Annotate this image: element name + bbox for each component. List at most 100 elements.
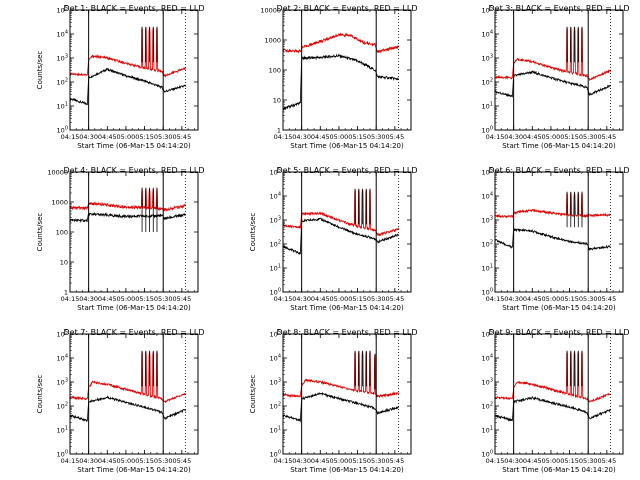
y-tick-label: 103	[57, 54, 68, 63]
plot-frame	[282, 333, 412, 455]
x-tick-label: 04:15	[274, 457, 293, 465]
y-tick-label: 1000	[51, 199, 68, 207]
y-tick-label: 102	[482, 402, 493, 411]
y-tick-label: 100	[57, 450, 68, 459]
x-axis-label: Start Time (06-Mar-15 04:14:20)	[502, 142, 616, 150]
panel-7-data	[70, 350, 186, 422]
panel-1-data	[70, 26, 186, 106]
y-tick-label: 101	[270, 426, 281, 435]
y-tick-label: 10000	[260, 7, 281, 15]
x-tick-label: 04:30	[79, 457, 98, 465]
series-lld-line	[495, 26, 611, 82]
panel-title: Det 8: BLACK = Events, RED = LLD	[277, 328, 418, 337]
y-tick-label: 1	[277, 127, 281, 135]
y-tick-label: 102	[270, 240, 281, 249]
y-tick-label: 103	[270, 378, 281, 387]
panel-title: Det 1: BLACK = Events, RED = LLD	[64, 4, 205, 13]
y-tick-label: 105	[482, 168, 493, 177]
x-tick-label: 04:45	[311, 457, 330, 465]
x-tick-label: 05:00	[542, 457, 561, 465]
x-tick-label: 04:45	[523, 295, 542, 303]
x-tick-label: 04:30	[504, 457, 523, 465]
y-tick-label: 103	[482, 378, 493, 387]
x-axis-label: Start Time (06-Mar-15 04:14:20)	[502, 304, 616, 312]
y-tick-label: 104	[482, 354, 493, 363]
y-tick-label: 101	[57, 426, 68, 435]
x-tick-label: 05:45	[172, 295, 191, 303]
panel-5: 04:15 04:30 04:45 05:00 05:15 05:30 05:45 100 10…	[249, 166, 417, 312]
y-tick-label: 101	[482, 264, 493, 273]
y-tick-label: 10	[60, 259, 68, 267]
panel-4: 04:15 04:30 04:45 05:00 05:15 05:30 05:45 1 10 10…	[36, 166, 204, 312]
panel-4-data	[70, 187, 186, 232]
x-tick-label: 04:45	[98, 295, 117, 303]
panel-8: 04:15 04:30 04:45 05:00 05:15 05:30 05:45 100 10…	[249, 328, 417, 474]
y-tick-label: 10000	[47, 169, 68, 177]
panel-title: Det 7: BLACK = Events, RED = LLD	[64, 328, 205, 337]
y-tick-label: 104	[57, 30, 68, 39]
panel-9-data	[495, 350, 611, 422]
y-axis-label: Counts/sec	[36, 51, 44, 90]
y-tick-label: 101	[482, 102, 493, 111]
plot-frame	[69, 9, 199, 131]
x-tick-label: 05:45	[172, 457, 191, 465]
series-events-line	[283, 53, 399, 111]
x-tick-label: 05:00	[542, 295, 561, 303]
panel-7: 04:15 04:30 04:45 05:00 05:15 05:30 05:45 100 10…	[36, 328, 204, 474]
y-axis-label: Counts/sec	[36, 375, 44, 414]
panel-5-data	[283, 188, 399, 256]
y-tick-label: 101	[270, 264, 281, 273]
series-lld-line	[283, 188, 399, 237]
x-tick-label: 05:00	[330, 133, 349, 141]
panel-1: 04:15 04:30 04:45 05:00 05:15 05:30 05:45 100 10…	[36, 4, 204, 150]
plot-frame	[282, 171, 412, 293]
x-tick-label: 05:45	[597, 133, 616, 141]
y-tick-label: 1000	[264, 37, 281, 45]
series-events-line	[70, 67, 186, 106]
series-events-line	[70, 211, 186, 223]
x-tick-label: 04:30	[504, 133, 523, 141]
x-axis-label: Start Time (06-Mar-15 04:14:20)	[502, 466, 616, 474]
series-events-line	[495, 70, 611, 98]
y-tick-label: 100	[57, 126, 68, 135]
x-tick-label: 04:30	[504, 295, 523, 303]
x-tick-label: 05:45	[385, 457, 404, 465]
y-tick-label: 103	[57, 378, 68, 387]
y-tick-label: 102	[57, 402, 68, 411]
x-tick-label: 04:45	[523, 457, 542, 465]
plot-frame	[494, 9, 624, 131]
x-tick-label: 04:15	[61, 457, 80, 465]
x-tick-label: 05:00	[542, 133, 561, 141]
y-tick-label: 104	[270, 354, 281, 363]
series-events-line	[495, 227, 611, 251]
series-events-line	[495, 395, 611, 422]
y-tick-label: 1	[64, 289, 68, 297]
panel-9: 04:15 04:30 04:45 05:00 05:15 05:30 05:45 100 10…	[482, 328, 630, 474]
y-tick-label: 100	[270, 450, 281, 459]
panel-8-data	[283, 350, 399, 423]
x-axis-label: Start Time (06-Mar-15 04:14:20)	[290, 142, 404, 150]
panel-2-data	[283, 32, 399, 111]
y-tick-label: 102	[57, 78, 68, 87]
x-tick-label: 04:15	[274, 295, 293, 303]
series-events-line	[283, 391, 399, 423]
panel-title: Det 3: BLACK = Events, RED = LLD	[489, 4, 630, 13]
x-tick-label: 04:15	[274, 133, 293, 141]
y-tick-label: 100	[482, 450, 493, 459]
plot-frame	[69, 333, 199, 455]
x-tick-label: 04:15	[61, 295, 80, 303]
y-tick-label: 104	[57, 354, 68, 363]
x-tick-label: 05:00	[117, 295, 136, 303]
y-axis-label: Counts/sec	[36, 213, 44, 252]
x-tick-label: 05:45	[597, 295, 616, 303]
x-tick-label: 05:00	[117, 133, 136, 141]
y-tick-label: 102	[482, 78, 493, 87]
panel-3-data	[495, 26, 611, 98]
x-tick-label: 05:30	[154, 133, 173, 141]
y-tick-label: 100	[270, 288, 281, 297]
x-tick-label: 04:45	[311, 295, 330, 303]
x-tick-label: 05:15	[560, 457, 579, 465]
y-tick-label: 101	[57, 102, 68, 111]
x-tick-label: 05:00	[330, 295, 349, 303]
